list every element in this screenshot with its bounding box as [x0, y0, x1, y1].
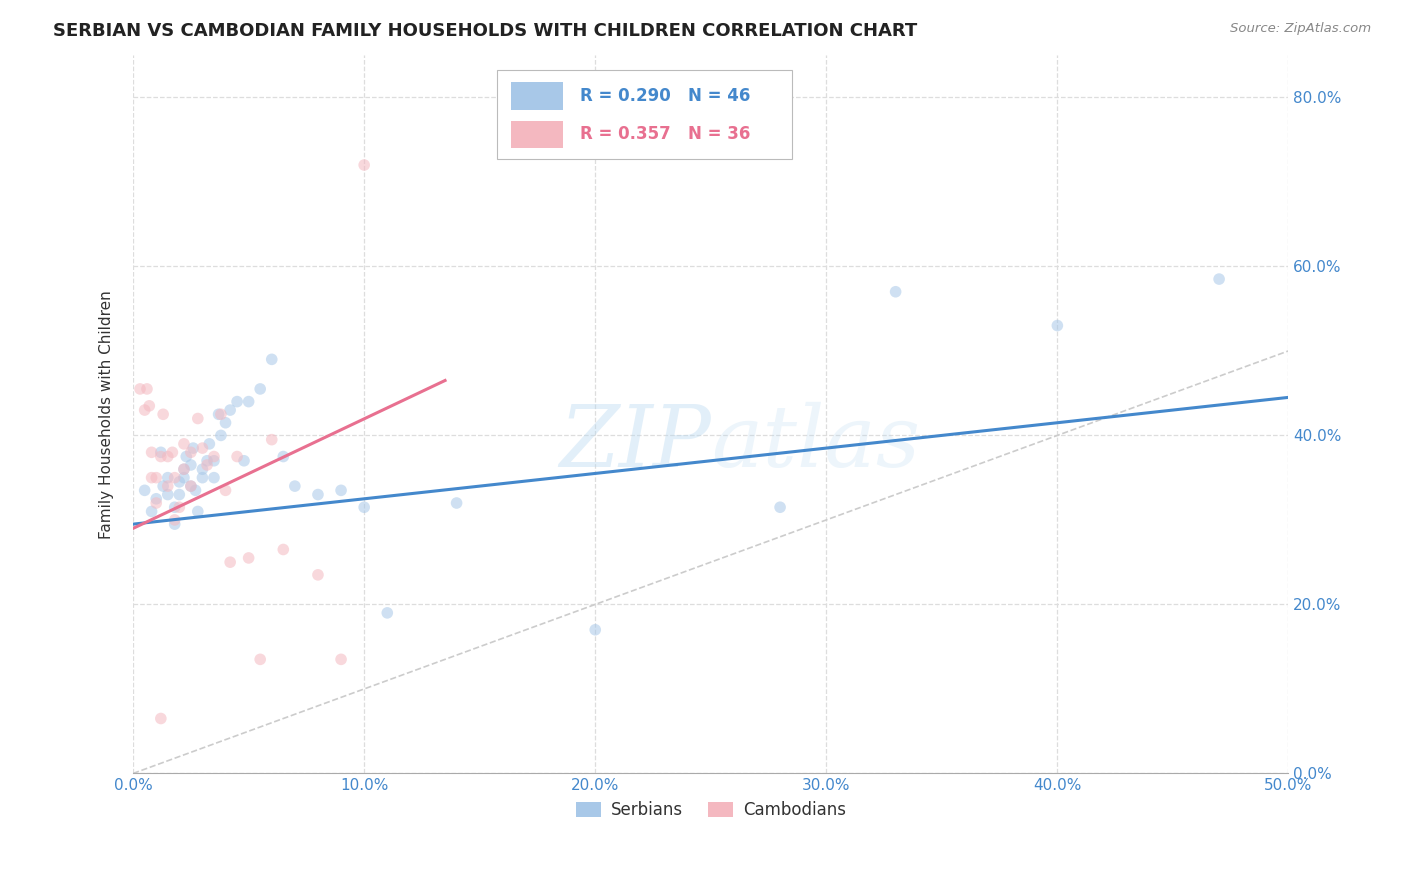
Point: [173, 462, 195, 476]
Point: [353, 500, 375, 515]
Point: [156, 450, 179, 464]
Point: [209, 407, 232, 421]
Point: [156, 479, 179, 493]
Point: [145, 496, 167, 510]
Point: [136, 382, 159, 396]
Point: [238, 394, 260, 409]
Point: [173, 462, 195, 476]
Point: [198, 437, 221, 451]
Point: [884, 285, 907, 299]
Point: [169, 500, 191, 515]
Point: [307, 567, 329, 582]
Point: [284, 479, 307, 493]
Point: [149, 450, 172, 464]
Point: [307, 487, 329, 501]
Legend: Serbians, Cambodians: Serbians, Cambodians: [569, 795, 852, 826]
Point: [163, 500, 186, 515]
Point: [129, 382, 152, 396]
Point: [249, 382, 271, 396]
Point: [145, 491, 167, 506]
Point: [330, 652, 353, 666]
Point: [184, 483, 207, 498]
Point: [219, 403, 242, 417]
Point: [141, 470, 163, 484]
Y-axis label: Family Households with Children: Family Households with Children: [100, 290, 114, 539]
Point: [226, 450, 249, 464]
Point: [187, 411, 209, 425]
Point: [260, 352, 283, 367]
Point: [226, 394, 249, 409]
FancyBboxPatch shape: [510, 120, 562, 148]
Point: [156, 470, 179, 484]
Point: [152, 407, 174, 421]
Point: [174, 450, 197, 464]
FancyBboxPatch shape: [510, 82, 562, 110]
Point: [134, 483, 156, 498]
Point: [260, 433, 283, 447]
Point: [181, 441, 204, 455]
Point: [207, 407, 229, 421]
Point: [173, 470, 195, 484]
Point: [169, 475, 191, 489]
Point: [330, 483, 353, 498]
Text: atlas: atlas: [711, 401, 920, 484]
Point: [180, 458, 202, 472]
Point: [238, 550, 260, 565]
Point: [134, 403, 156, 417]
Text: Source: ZipAtlas.com: Source: ZipAtlas.com: [1230, 22, 1371, 36]
Point: [214, 483, 236, 498]
Point: [141, 504, 163, 518]
Point: [173, 437, 195, 451]
Point: [163, 517, 186, 532]
Point: [156, 487, 179, 501]
Point: [249, 652, 271, 666]
Point: [1208, 272, 1230, 286]
Text: SERBIAN VS CAMBODIAN FAMILY HOUSEHOLDS WITH CHILDREN CORRELATION CHART: SERBIAN VS CAMBODIAN FAMILY HOUSEHOLDS W…: [53, 22, 918, 40]
Text: ZIP: ZIP: [560, 401, 711, 484]
Point: [163, 470, 186, 484]
Text: R = 0.290   N = 46: R = 0.290 N = 46: [581, 87, 751, 105]
Point: [353, 158, 375, 172]
Point: [180, 445, 202, 459]
Point: [446, 496, 468, 510]
Point: [202, 450, 225, 464]
Point: [191, 470, 214, 484]
Point: [375, 606, 398, 620]
Point: [769, 500, 792, 515]
Point: [138, 399, 160, 413]
Point: [163, 513, 186, 527]
Point: [202, 454, 225, 468]
Point: [209, 428, 232, 442]
Point: [191, 441, 214, 455]
Point: [195, 454, 218, 468]
Point: [180, 479, 202, 493]
Text: R = 0.357   N = 36: R = 0.357 N = 36: [581, 125, 751, 143]
Point: [1046, 318, 1069, 333]
Point: [162, 445, 184, 459]
Point: [233, 454, 256, 468]
FancyBboxPatch shape: [498, 70, 792, 160]
Point: [195, 458, 218, 472]
Point: [271, 450, 294, 464]
Point: [191, 462, 214, 476]
Point: [202, 470, 225, 484]
Point: [169, 487, 191, 501]
Point: [152, 479, 174, 493]
Point: [149, 445, 172, 459]
Point: [583, 623, 606, 637]
Point: [145, 470, 167, 484]
Point: [149, 711, 172, 725]
Point: [271, 542, 294, 557]
Point: [214, 416, 236, 430]
Point: [219, 555, 242, 569]
Point: [180, 479, 202, 493]
Point: [141, 445, 163, 459]
Point: [187, 504, 209, 518]
